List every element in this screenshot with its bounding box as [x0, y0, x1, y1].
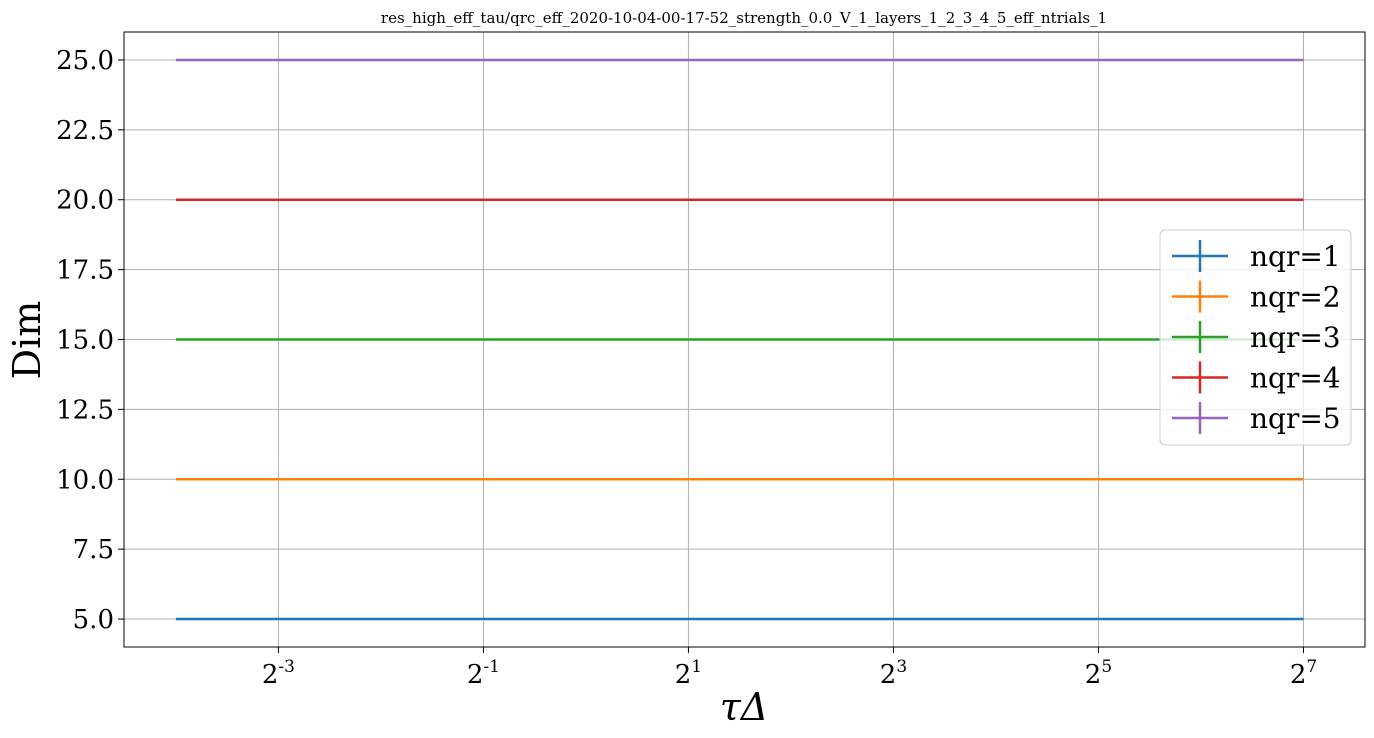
- legend: nqr=1 nqr=2 nqr=3 nqr=4 nqr=5: [1159, 229, 1352, 446]
- legend-label: nqr=1: [1250, 240, 1341, 273]
- x-axis-label: τΔ: [720, 685, 768, 729]
- x-tick-label: 2-1: [467, 657, 500, 690]
- x-tick-label: 2-3: [262, 657, 295, 690]
- legend-label: nqr=2: [1250, 281, 1341, 314]
- legend-entry-nqr-5: nqr=5: [1172, 402, 1341, 435]
- x-tick-label: 23: [880, 657, 907, 690]
- ticks: 2-3 2-1 21 23 25 27 5.0 7.5 10.0 12.5 15.0 17.5 20.0…: [56, 46, 1317, 690]
- x-tick-label: 25: [1085, 657, 1112, 690]
- series-lines: [175, 58, 1304, 621]
- legend-entry-nqr-1: nqr=1: [1172, 240, 1341, 273]
- y-tick-label: 25.0: [56, 46, 114, 76]
- y-tick-label: 12.5: [56, 395, 114, 425]
- legend-entry-nqr-2: nqr=2: [1172, 280, 1341, 314]
- legend-label: nqr=3: [1250, 321, 1341, 354]
- y-tick-label: 10.0: [56, 465, 114, 495]
- y-tick-label: 20.0: [56, 186, 114, 216]
- chart-title: res_high_eff_tau/qrc_eff_2020-10-04-00-1…: [381, 9, 1107, 27]
- y-tick-label: 5.0: [73, 605, 114, 635]
- x-tick-label: 21: [675, 657, 702, 690]
- legend-entry-nqr-4: nqr=4: [1172, 361, 1341, 395]
- y-tick-label: 22.5: [56, 116, 114, 146]
- y-tick-label: 7.5: [73, 535, 114, 565]
- legend-label: nqr=5: [1250, 402, 1341, 435]
- y-tick-label: 15.0: [56, 326, 114, 356]
- y-tick-label: 17.5: [56, 256, 114, 286]
- legend-entry-nqr-3: nqr=3: [1172, 321, 1341, 354]
- legend-label: nqr=4: [1250, 362, 1341, 395]
- y-axis-label: Dim: [5, 301, 49, 380]
- x-tick-label: 27: [1290, 657, 1317, 690]
- legend-box: [1159, 229, 1352, 446]
